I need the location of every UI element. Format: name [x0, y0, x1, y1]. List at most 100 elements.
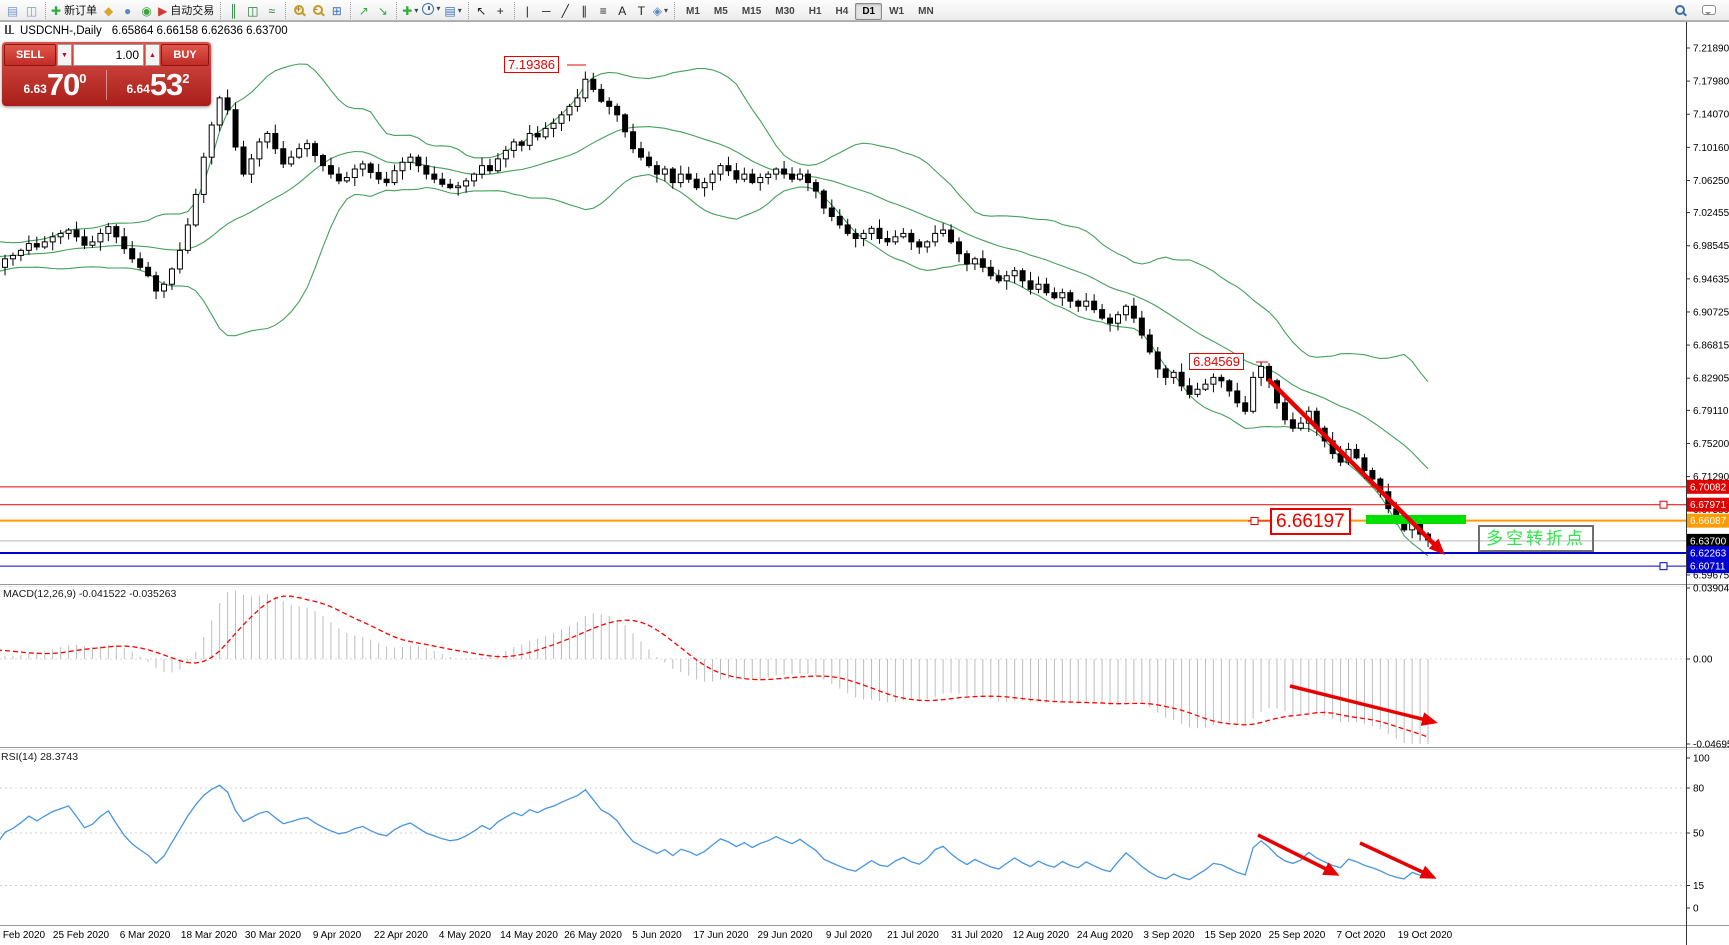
svg-text:6.59675: 6.59675	[1693, 570, 1729, 581]
svg-text:-0.046959: -0.046959	[1693, 740, 1729, 751]
crosshair-icon[interactable]: +	[496, 4, 504, 18]
template-icon[interactable]: ▤ ▾	[444, 4, 462, 18]
volume-increase-button[interactable]: ▲	[145, 44, 160, 66]
toolbar-divider	[220, 2, 222, 19]
navigator-icon[interactable]: ●	[123, 4, 132, 18]
text-icon[interactable]: A	[618, 4, 627, 18]
svg-text:15: 15	[1693, 881, 1705, 892]
price-badge	[1687, 559, 1729, 574]
timeframe-m30[interactable]: M30	[775, 6, 795, 17]
channel-icon[interactable]: ∥	[581, 4, 588, 18]
trend-arrow-rsi-2[interactable]	[1359, 841, 1437, 879]
date-label: 9 Apr 2020	[313, 930, 362, 941]
svg-text:7.14070: 7.14070	[1693, 110, 1729, 121]
label-icon[interactable]: T	[637, 4, 645, 18]
date-label: 25 Sep 2020	[1269, 930, 1326, 941]
svg-text:6.63700: 6.63700	[1690, 536, 1727, 547]
toolbar-divider	[674, 2, 675, 19]
svg-text:6.67971: 6.67971	[1690, 500, 1727, 511]
search-icon[interactable]	[1670, 1, 1689, 19]
zoom-in-icon[interactable]: +	[289, 1, 308, 19]
trend-arrow-rsi-1[interactable]	[1257, 833, 1340, 876]
signal-icon[interactable]: ◉	[141, 4, 152, 18]
macd-pane	[0, 590, 1686, 744]
green-support-bar[interactable]	[1366, 515, 1466, 524]
zoom-out-icon[interactable]: -	[308, 1, 327, 19]
vertical-line-icon[interactable]: |	[525, 4, 529, 18]
annotation-price-high[interactable]: 7.19386	[504, 56, 559, 73]
timeframe-h1[interactable]: H1	[808, 6, 822, 17]
volume-input[interactable]	[73, 44, 144, 66]
svg-text:7.21890: 7.21890	[1693, 44, 1729, 55]
toolbar-divider	[396, 2, 398, 19]
svg-text:7.02455: 7.02455	[1693, 208, 1729, 219]
rsi-indicator-label: RSI(14) 28.3743	[1, 751, 79, 763]
svg-text:6.75200: 6.75200	[1693, 439, 1729, 450]
periods-icon[interactable]: ▾	[420, 0, 442, 18]
indicators-icon[interactable]: ↗	[358, 4, 369, 18]
cursor-icon[interactable]: ↖	[476, 4, 487, 18]
date-label: 31 Jul 2020	[951, 930, 1003, 941]
date-label: 15 Sep 2020	[1205, 930, 1262, 941]
date-label: 7 Oct 2020	[1337, 930, 1386, 941]
sell-button[interactable]: SELL	[4, 44, 56, 66]
timeframe-m1[interactable]: M1	[686, 6, 700, 17]
tile-windows-icon[interactable]: ⊞	[331, 4, 342, 18]
chat-icon[interactable]	[1699, 1, 1718, 19]
line-handle[interactable]	[1659, 562, 1668, 571]
date-label: 18 Mar 2020	[181, 930, 238, 941]
indicator-window-icon[interactable]: ↘	[377, 4, 388, 18]
autotrading-icon[interactable]: ▶ 自动交易	[158, 4, 215, 18]
tick-chart-icon[interactable]: ◫	[25, 4, 38, 18]
trend-arrow-macd[interactable]	[1289, 684, 1438, 726]
buy-button[interactable]: BUY	[161, 44, 209, 66]
fibonacci-icon[interactable]: ≡	[599, 4, 607, 18]
new-order-icon[interactable]: ✚ 新订单	[51, 4, 98, 18]
bar-chart-icon[interactable]: ║	[229, 4, 239, 18]
date-label: 14 May 2020	[500, 930, 558, 941]
chart-window-icon[interactable]: ▤	[6, 4, 19, 18]
svg-text:7.17980: 7.17980	[1693, 77, 1729, 88]
date-label: 25 Feb 2020	[53, 930, 110, 941]
symbol-label: USDCNH-,Daily	[20, 25, 102, 37]
annotation-price-low[interactable]: 6.66197	[1270, 508, 1351, 535]
macd-indicator-label: MACD(12,26,9) -0.041522 -0.035263	[3, 588, 177, 600]
sell-price[interactable]: 6.63 70 0	[23, 67, 87, 102]
date-label: 17 Jun 2020	[693, 930, 748, 941]
date-label: 26 May 2020	[564, 930, 622, 941]
candlestick-chart-icon[interactable]: ◫	[247, 4, 259, 18]
timeframe-m15[interactable]: M15	[741, 6, 762, 17]
volume-decrease-button[interactable]: ▼	[57, 44, 72, 66]
svg-text:0.039044: 0.039044	[1693, 584, 1729, 595]
date-label: 13 Feb 2020	[0, 930, 46, 941]
timeframe-h4[interactable]: H4	[835, 6, 849, 17]
timeframe-mn[interactable]: MN	[918, 6, 934, 17]
trend-arrow-price[interactable]	[1266, 377, 1445, 555]
timeframe-m5[interactable]: M5	[713, 6, 728, 17]
toolbar-divider	[350, 2, 352, 19]
horizontal-line-icon[interactable]: ─	[541, 4, 551, 18]
date-label: 9 Jul 2020	[826, 930, 873, 941]
panel-divider	[106, 70, 107, 100]
svg-text:6.79110: 6.79110	[1693, 406, 1729, 417]
buy-price[interactable]: 6.64 53 2	[126, 67, 190, 102]
svg-text:6.60711: 6.60711	[1690, 562, 1726, 573]
date-label: 29 Jun 2020	[757, 930, 812, 941]
shapes-icon[interactable]: ◈ ▾	[652, 4, 668, 18]
annotation-price-mid[interactable]: 6.84569	[1189, 353, 1244, 370]
date-label: 22 Apr 2020	[374, 930, 428, 941]
toolbar-divider	[467, 2, 469, 19]
toolbar-divider	[513, 2, 515, 19]
price-badge	[1687, 513, 1729, 528]
line-chart-icon[interactable]: ≈	[268, 4, 276, 18]
timeframe-w1[interactable]: W1	[889, 6, 905, 17]
line-handle[interactable]	[1659, 500, 1668, 509]
price-badge	[1687, 497, 1729, 512]
annotation-note[interactable]: 多空转折点	[1478, 525, 1594, 552]
timeframe-d1[interactable]: D1	[855, 3, 883, 20]
main-toolbar: ▤ ◫ ✚ 新订单 ◆ ● ◉ ▶ 自动交易 ║ ◫ ≈ + - ⊞ ↗ ↘ ✚ ▾ ▾ ▤ ▾ ↖ + | ─ ╱ ∥ ≡ A T ◈ ▾ M…	[0, 0, 1729, 21]
market-watch-icon[interactable]: ◆	[103, 4, 114, 18]
trendline-icon[interactable]: ╱	[561, 4, 569, 18]
add-indicator-icon[interactable]: ✚ ▾	[402, 4, 419, 18]
